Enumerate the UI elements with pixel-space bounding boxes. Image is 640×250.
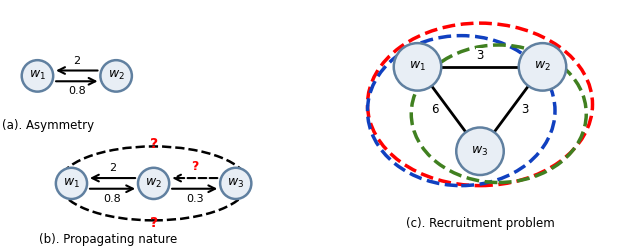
Text: ?: ? [150,216,157,230]
Text: $w_1$: $w_1$ [409,60,426,74]
Text: $w_3$: $w_3$ [472,145,488,158]
Text: 3: 3 [476,49,484,62]
Text: 0.3: 0.3 [186,194,204,204]
Circle shape [22,60,53,92]
Text: $w_2$: $w_2$ [534,60,551,74]
Text: 2: 2 [73,56,81,66]
Text: $w_1$: $w_1$ [29,69,46,82]
Text: (c). Recruitment problem: (c). Recruitment problem [406,217,554,230]
Text: ?: ? [191,160,198,173]
Circle shape [56,168,87,199]
Circle shape [456,128,504,175]
Text: (a). Asymmetry: (a). Asymmetry [3,120,94,132]
Circle shape [220,168,252,199]
Text: 0.8: 0.8 [68,86,86,96]
Text: 3: 3 [522,102,529,116]
Text: $w_2$: $w_2$ [145,177,162,190]
Circle shape [394,43,441,90]
Text: (b). Propagating nature: (b). Propagating nature [38,233,177,246]
Text: $w_3$: $w_3$ [227,177,244,190]
Text: 0.8: 0.8 [104,194,122,204]
Text: $w_1$: $w_1$ [63,177,80,190]
Text: 2: 2 [109,163,116,173]
Circle shape [138,168,169,199]
Circle shape [519,43,566,90]
Text: ?: ? [150,136,157,150]
Text: $w_2$: $w_2$ [108,69,125,82]
Text: 6: 6 [431,102,439,116]
Circle shape [100,60,132,92]
